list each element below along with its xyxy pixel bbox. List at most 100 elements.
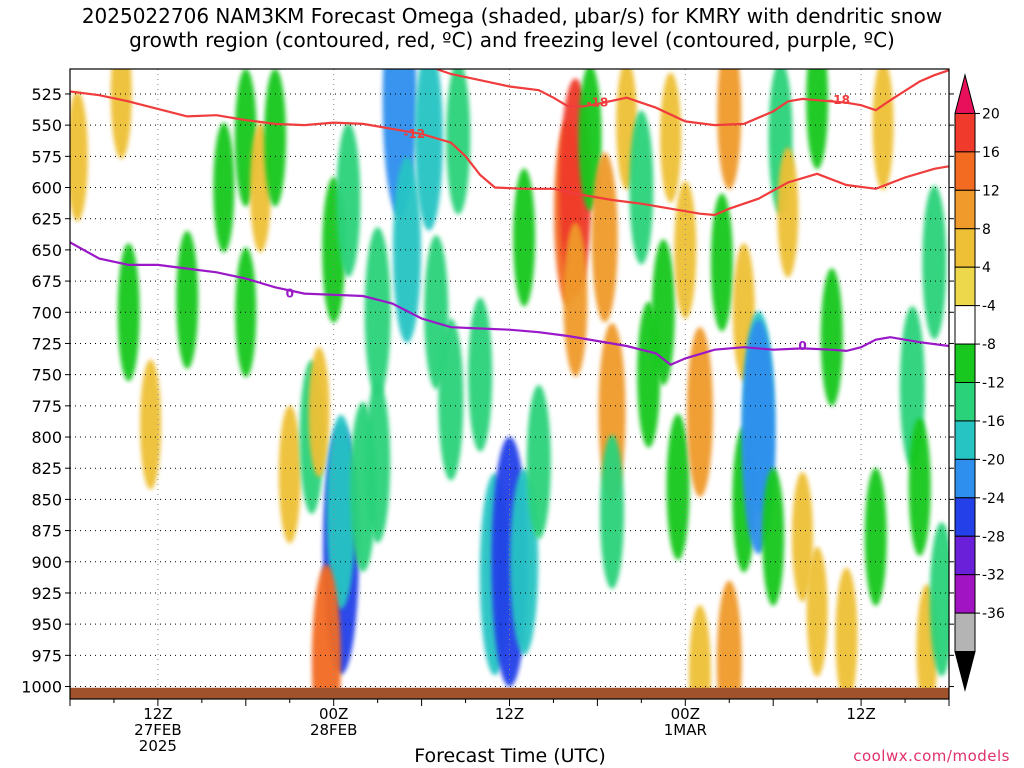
omega-cell-25 (438, 318, 464, 481)
y-tick-label-725: 725 (31, 334, 62, 353)
omega-cell-49 (710, 193, 733, 332)
y-tick-label-900: 900 (31, 553, 62, 572)
x-tick-label-30-0: 12Z (495, 705, 524, 723)
terrain-band (70, 687, 949, 699)
omega-cell-39 (600, 434, 625, 589)
colorbar-segment-10 (954, 458, 976, 499)
omega-cell-26 (446, 69, 471, 215)
colorbar-label-4: 4 (982, 260, 991, 276)
colorbar-label-8: -16 (982, 414, 1005, 430)
colorbar-segment-4 (954, 228, 976, 268)
colorbar-segment-9 (954, 420, 976, 460)
colorbar-bottom-arrow (954, 651, 976, 692)
omega-cell-70 (929, 522, 949, 677)
colorbar-label-3: 8 (982, 222, 991, 238)
chart-title: 2025022706 NAM3KM Forecast Omega (shaded… (0, 4, 1024, 52)
omega-cell-68 (922, 185, 947, 340)
dendritic-contour-0 (70, 90, 949, 217)
omega-cell-5 (213, 122, 235, 253)
omega-cell-1 (110, 69, 132, 159)
y-tick-label-925: 925 (31, 584, 62, 603)
omega-shading-layer (70, 69, 949, 699)
credit-link[interactable]: coolwx.com/models (853, 747, 1010, 765)
omega-cell-22 (392, 156, 421, 343)
omega-cell-65 (864, 467, 887, 606)
y-tick-label-750: 750 (31, 366, 62, 385)
colorbar-label-13: -36 (982, 606, 1005, 622)
omega-cell-16 (311, 564, 341, 699)
omega-cell-43 (651, 239, 675, 386)
colorbar-label-0: 20 (982, 106, 1000, 122)
colorbar-label-9: -20 (982, 452, 1005, 468)
y-tick-label-875: 875 (31, 522, 62, 541)
omega-cell-63 (835, 567, 858, 699)
dendritic-contour-label-0: -12 (403, 127, 425, 141)
y-tick-label-650: 650 (31, 241, 62, 260)
colorbar-segment-5 (954, 266, 976, 307)
omega-cell-41 (629, 110, 654, 265)
omega-cell-20 (365, 380, 391, 543)
omega-cell-35 (563, 222, 588, 377)
colorbar-segment-3 (954, 189, 976, 230)
dendritic-contour-label-1: -18 (587, 96, 609, 110)
x-tick-label-54-0: 12Z (846, 705, 875, 723)
omega-cell-4 (176, 230, 199, 369)
contour-layer: -12 -18 -18 0 0 (70, 69, 949, 366)
x-tick-label-42-1: 1MAR (664, 721, 707, 739)
y-tick-label-825: 825 (31, 459, 62, 478)
y-tick-label-775: 775 (31, 397, 62, 416)
y-tick-label-700: 700 (31, 303, 62, 322)
x-tick-label-42-0: 00Z (671, 705, 700, 723)
colorbar-segment-8 (954, 382, 976, 422)
omega-cell-31 (513, 168, 536, 307)
y-tick-label-600: 600 (31, 179, 62, 198)
dendritic-contour-label-2: -18 (828, 93, 850, 107)
colorbar-label-1: 16 (982, 145, 1000, 161)
omega-cell-17 (336, 122, 361, 277)
colorbar-segment-7 (954, 343, 976, 383)
chart-title-line-1: 2025022706 NAM3KM Forecast Omega (shaded… (81, 4, 943, 28)
x-tick-label-6-0: 12Z (143, 705, 172, 723)
omega-cell-48 (688, 605, 711, 699)
colorbar-label-11: -28 (982, 529, 1005, 545)
omega-cell-3 (140, 359, 162, 490)
colorbar-label-12: -32 (982, 568, 1005, 584)
y-tick-label-550: 550 (31, 116, 62, 135)
colorbar-segment-6 (954, 305, 976, 345)
colorbar-top-arrow (954, 73, 976, 114)
y-tick-label-1000: 1000 (21, 678, 62, 697)
omega-cell-67 (908, 417, 931, 556)
omega-cell-45 (666, 413, 690, 560)
y-tick-label-625: 625 (31, 210, 62, 229)
colorbar-segment-13 (954, 574, 976, 614)
colorbar-segment-2 (954, 151, 976, 191)
omega-cell-62 (820, 268, 843, 407)
chart-title-line-2: growth region (contoured, red, ºC) and f… (129, 28, 895, 52)
freezing-level-label-0: 0 (286, 287, 294, 301)
y-tick-label-800: 800 (31, 428, 62, 447)
colorbar-label-2: 12 (982, 183, 1000, 199)
omega-cell-23 (414, 69, 443, 231)
y-tick-label-975: 975 (31, 646, 62, 665)
omega-cell-0 (70, 91, 88, 222)
x-axis-label: Forecast Time (UTC) (414, 745, 606, 767)
omega-cell-51 (716, 580, 742, 699)
y-tick-label-675: 675 (31, 272, 62, 291)
omega-cell-9 (264, 69, 287, 207)
colorbar-segment-12 (954, 535, 976, 576)
omega-cell-47 (686, 327, 713, 498)
x-tick-label-18-0: 00Z (319, 705, 348, 723)
x-tick-label-6-1: 27FEB (134, 721, 181, 739)
omega-cell-61 (806, 546, 828, 677)
y-tick-label-850: 850 (31, 490, 62, 509)
omega-cell-60 (806, 69, 829, 170)
colorbar-segment-14 (954, 612, 976, 653)
omega-cell-59 (792, 471, 813, 602)
omega-cell-12 (308, 347, 330, 478)
omega-cell-15 (326, 414, 356, 609)
freezing-level-contour (70, 241, 949, 366)
omega-cell-2 (117, 243, 140, 382)
omega-cell-56 (762, 467, 785, 606)
dendritic-contour-1 (435, 69, 949, 127)
